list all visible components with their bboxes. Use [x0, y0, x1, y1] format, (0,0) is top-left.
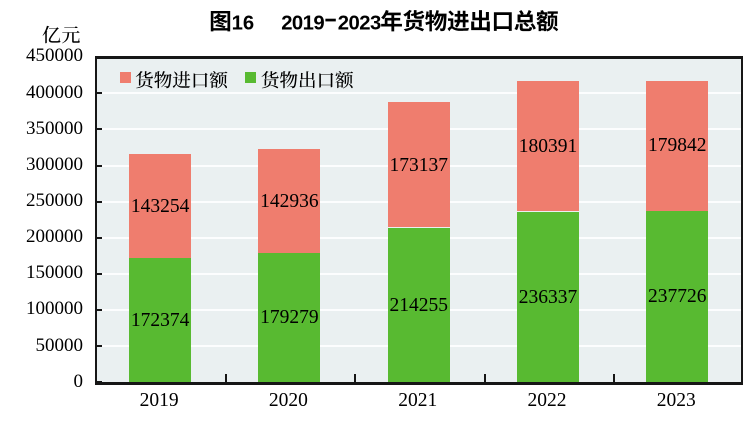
svg-text:2019: 2019: [281, 12, 324, 34]
svg-text:16: 16: [232, 12, 255, 34]
svg-text:2023: 2023: [338, 12, 381, 34]
